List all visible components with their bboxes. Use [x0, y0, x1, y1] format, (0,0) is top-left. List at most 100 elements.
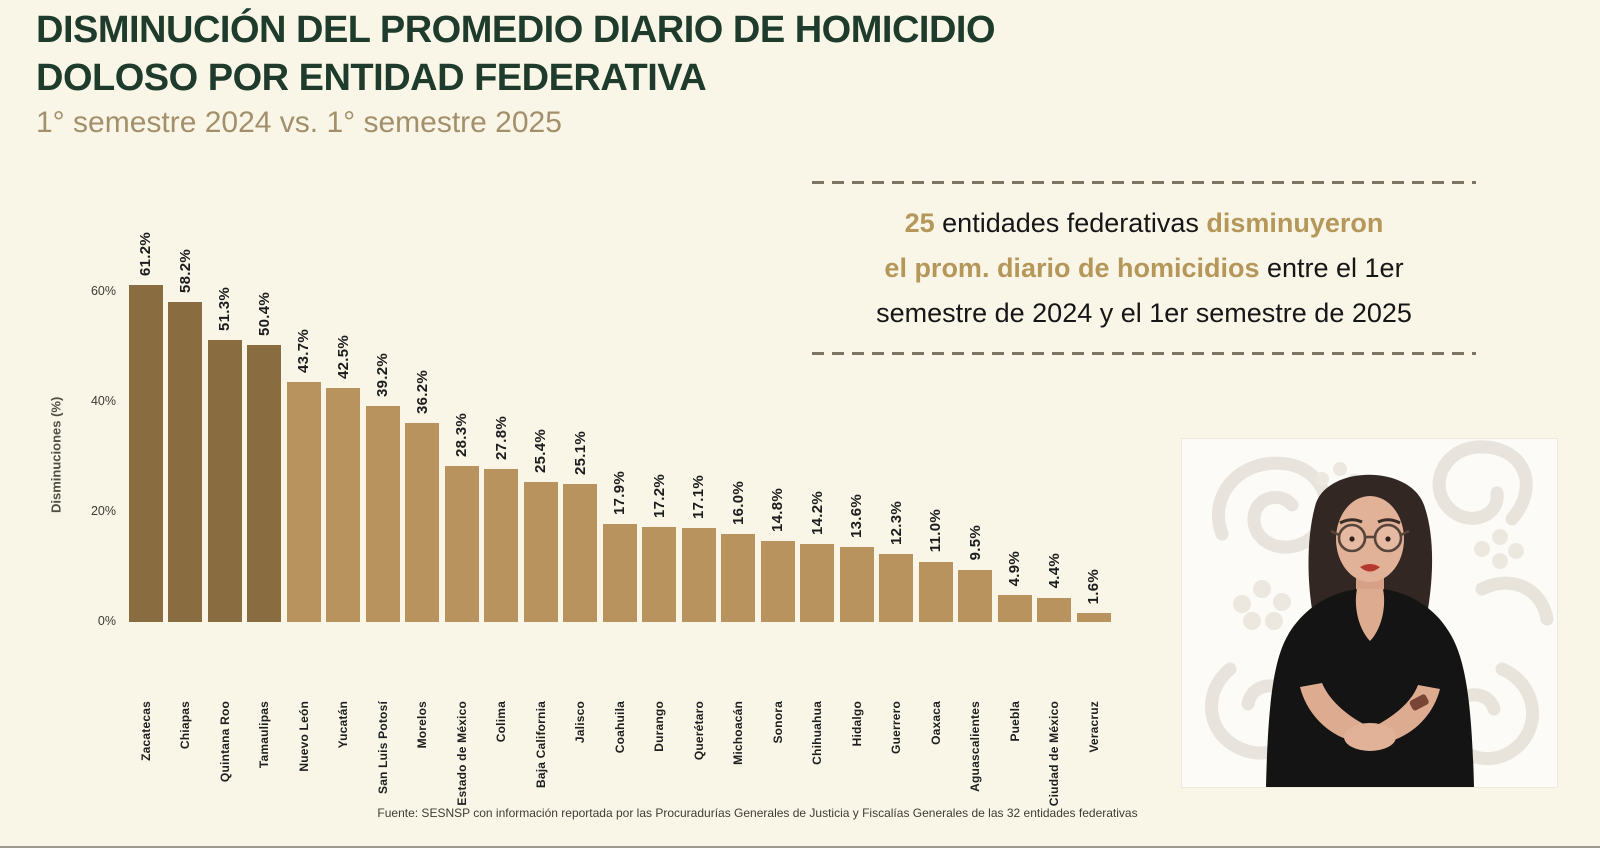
bar-tamaulipas — [247, 344, 282, 622]
bar-quintana-roo — [207, 339, 242, 622]
black-top — [1266, 589, 1474, 787]
bar-value-label-yucatan: 42.5% — [334, 335, 352, 380]
bar-column-baja-california: 25.4% — [521, 200, 561, 622]
bar-value-label-chiapas: 58.2% — [176, 248, 194, 293]
bar-hidalgo — [839, 547, 874, 622]
bar-value-label-sonora: 14.8% — [769, 487, 787, 532]
bar-column-quintana-roo: 51.3% — [205, 200, 245, 622]
bar-zacatecas — [128, 285, 163, 622]
summary-segment-dark: semestre de 2024 y el 1er semestre de 20… — [876, 298, 1412, 328]
summary-segment-gold: disminuyeron — [1206, 208, 1384, 238]
bar-column-puebla: 4.9% — [995, 200, 1035, 622]
x-label-aguascalientes: Aguascalientes — [968, 701, 983, 792]
page-title-line1: DISMINUCIÓN DEL PROMEDIO DIARIO DE HOMIC… — [36, 9, 996, 51]
x-label-cell-morelos: Morelos — [403, 701, 443, 748]
bar-sonora — [760, 540, 795, 622]
bar-column-queretaro: 17.1% — [679, 200, 719, 622]
x-label-cell-colima: Colima — [482, 701, 522, 742]
bar-value-label-baja-california: 25.4% — [532, 429, 550, 474]
bar-column-oaxaca: 11.0% — [916, 200, 956, 622]
eye-left — [1349, 536, 1355, 542]
x-label-cell-guerrero: Guerrero — [877, 701, 917, 754]
bar-jalisco — [563, 483, 598, 622]
bar-column-colima: 27.8% — [482, 200, 522, 622]
summary-segment-dark: entre el 1er — [1259, 253, 1404, 283]
bar-value-label-guerrero: 12.3% — [887, 501, 905, 546]
page-title: DISMINUCIÓN DEL PROMEDIO DIARIO DE HOMIC… — [36, 6, 996, 102]
bar-column-veracruz: 1.6% — [1074, 200, 1114, 622]
bar-column-morelos: 36.2% — [403, 200, 443, 622]
y-tick-0: 0% — [97, 614, 116, 628]
x-label-tamaulipas: Tamaulipas — [257, 701, 272, 769]
x-label-nuevo-leon: Nuevo León — [296, 701, 311, 772]
x-label-cell-veracruz: Veracruz — [1074, 701, 1114, 753]
x-label-morelos: Morelos — [415, 701, 430, 749]
x-label-veracruz: Veracruz — [1086, 701, 1101, 753]
bar-column-tamaulipas: 50.4% — [245, 200, 285, 622]
x-label-cell-zacatecas: Zacatecas — [126, 701, 166, 761]
eyebrow-right — [1377, 518, 1401, 525]
bar-chart-plot: 61.2% 58.2% 51.3% 50.4% 43.7% 42.5% 39.2% 36.2%… — [126, 200, 1114, 622]
x-label-cell-hidalgo: Hidalgo — [837, 701, 877, 746]
bar-column-zacatecas: 61.2% — [126, 200, 166, 622]
summary-line-1: 25 entidades federativas disminuyeron — [812, 201, 1476, 246]
summary-segment-dark: entidades federativas — [934, 208, 1207, 238]
face — [1336, 496, 1404, 582]
bar-value-label-michoacan: 16.0% — [729, 480, 747, 525]
eye-right — [1385, 536, 1391, 542]
bar-column-michoacan: 16.0% — [719, 200, 759, 622]
x-label-colima: Colima — [494, 701, 509, 743]
source-footnote: Fuente: SESNSP con información reportada… — [377, 806, 1138, 820]
bar-value-label-jalisco: 25.1% — [571, 430, 589, 475]
bar-value-label-durango: 17.2% — [650, 474, 668, 519]
y-tick-40: 40% — [90, 394, 116, 408]
bar-value-label-morelos: 36.2% — [413, 369, 431, 414]
bar-column-estado-de-mexico: 28.3% — [442, 200, 482, 622]
bar-column-ciudad-de-mexico: 4.4% — [1035, 200, 1075, 622]
x-label-estado-de-mexico: Estado de México — [454, 701, 469, 806]
x-label-cell-tamaulipas: Tamaulipas — [245, 701, 285, 768]
x-label-cell-estado-de-mexico: Estado de México — [442, 701, 482, 806]
bar-value-label-chihuahua: 14.2% — [808, 490, 826, 535]
y-tick-20: 20% — [90, 504, 116, 518]
x-label-chiapas: Chiapas — [178, 701, 193, 750]
bar-durango — [642, 527, 677, 622]
x-axis-labels: Zacatecas Chiapas Quintana Roo Tamaulipas Nu… — [126, 701, 1114, 821]
bar-queretaro — [681, 527, 716, 622]
bar-column-nuevo-leon: 43.7% — [284, 200, 324, 622]
bar-column-san-luis-potosi: 39.2% — [363, 200, 403, 622]
bar-michoacan — [721, 534, 756, 622]
page-subtitle: 1° semestre 2024 vs. 1° semestre 2025 — [36, 106, 562, 139]
x-label-cell-michoacan: Michoacán — [719, 701, 759, 765]
x-label-cell-quintana-roo: Quintana Roo — [205, 701, 245, 782]
x-label-cell-sonora: Sonora — [758, 701, 798, 744]
x-label-guerrero: Guerrero — [889, 701, 904, 754]
sign-language-interpreter-video — [1181, 438, 1558, 788]
bar-column-jalisco: 25.1% — [561, 200, 601, 622]
bar-coahuila — [602, 523, 637, 622]
page-title-line2: DOLOSO POR ENTIDAD FEDERATIVA — [36, 57, 707, 99]
bar-value-label-hidalgo: 13.6% — [848, 494, 866, 539]
x-label-hidalgo: Hidalgo — [849, 701, 864, 747]
x-label-ciudad-de-mexico: Ciudad de México — [1047, 701, 1062, 807]
x-label-cell-chihuahua: Chihuahua — [798, 701, 838, 765]
bar-guerrero — [879, 554, 914, 622]
bar-san-luis-potosi — [365, 406, 400, 622]
interpreter-person — [1266, 474, 1474, 787]
y-tick-60: 60% — [90, 284, 116, 298]
x-label-sonora: Sonora — [770, 701, 785, 744]
summary-callout: 25 entidades federativas disminuyeron el … — [812, 181, 1476, 355]
bar-column-hidalgo: 13.6% — [837, 200, 877, 622]
summary-text: 25 entidades federativas disminuyeron el … — [812, 184, 1476, 352]
bar-value-label-puebla: 4.9% — [1006, 550, 1024, 587]
bar-value-label-san-luis-potosi: 39.2% — [374, 353, 392, 398]
x-label-michoacan: Michoacán — [731, 701, 746, 765]
x-label-cell-jalisco: Jalisco — [561, 701, 601, 743]
x-label-zacatecas: Zacatecas — [138, 701, 153, 761]
x-label-cell-coahuila: Coahuila — [600, 701, 640, 753]
x-label-cell-ciudad-de-mexico: Ciudad de México — [1035, 701, 1075, 806]
x-label-quintana-roo: Quintana Roo — [217, 701, 232, 783]
x-label-jalisco: Jalisco — [573, 701, 588, 744]
bar-yucatan — [326, 388, 361, 622]
